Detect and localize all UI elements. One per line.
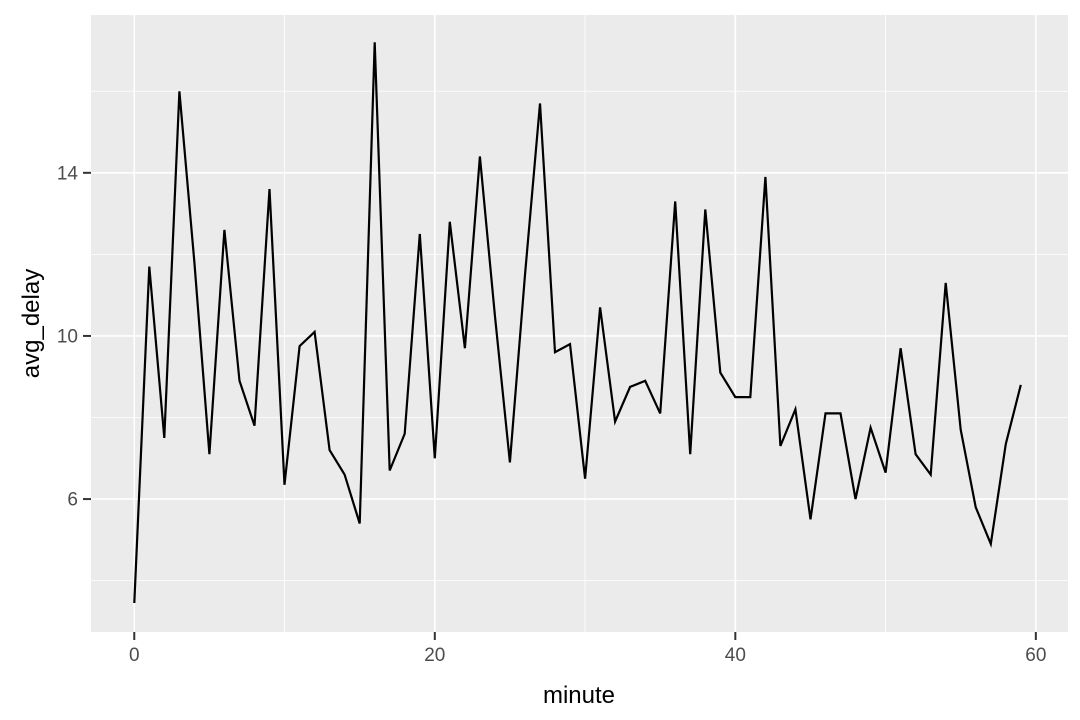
x-tick-label: 60 <box>1025 645 1046 666</box>
y-axis-title: avg_delay <box>18 269 45 378</box>
y-tick-label: 10 <box>57 327 78 348</box>
x-axis-title: minute <box>543 682 615 709</box>
y-tick-label: 6 <box>67 490 78 511</box>
avg-delay-line-series <box>133 42 1022 604</box>
y-tick-label: 14 <box>57 163 79 184</box>
x-tick-label: 20 <box>424 645 445 666</box>
x-tick-label: 0 <box>129 645 140 666</box>
x-tick-label: 40 <box>725 645 746 666</box>
plot-panel <box>91 15 1068 632</box>
